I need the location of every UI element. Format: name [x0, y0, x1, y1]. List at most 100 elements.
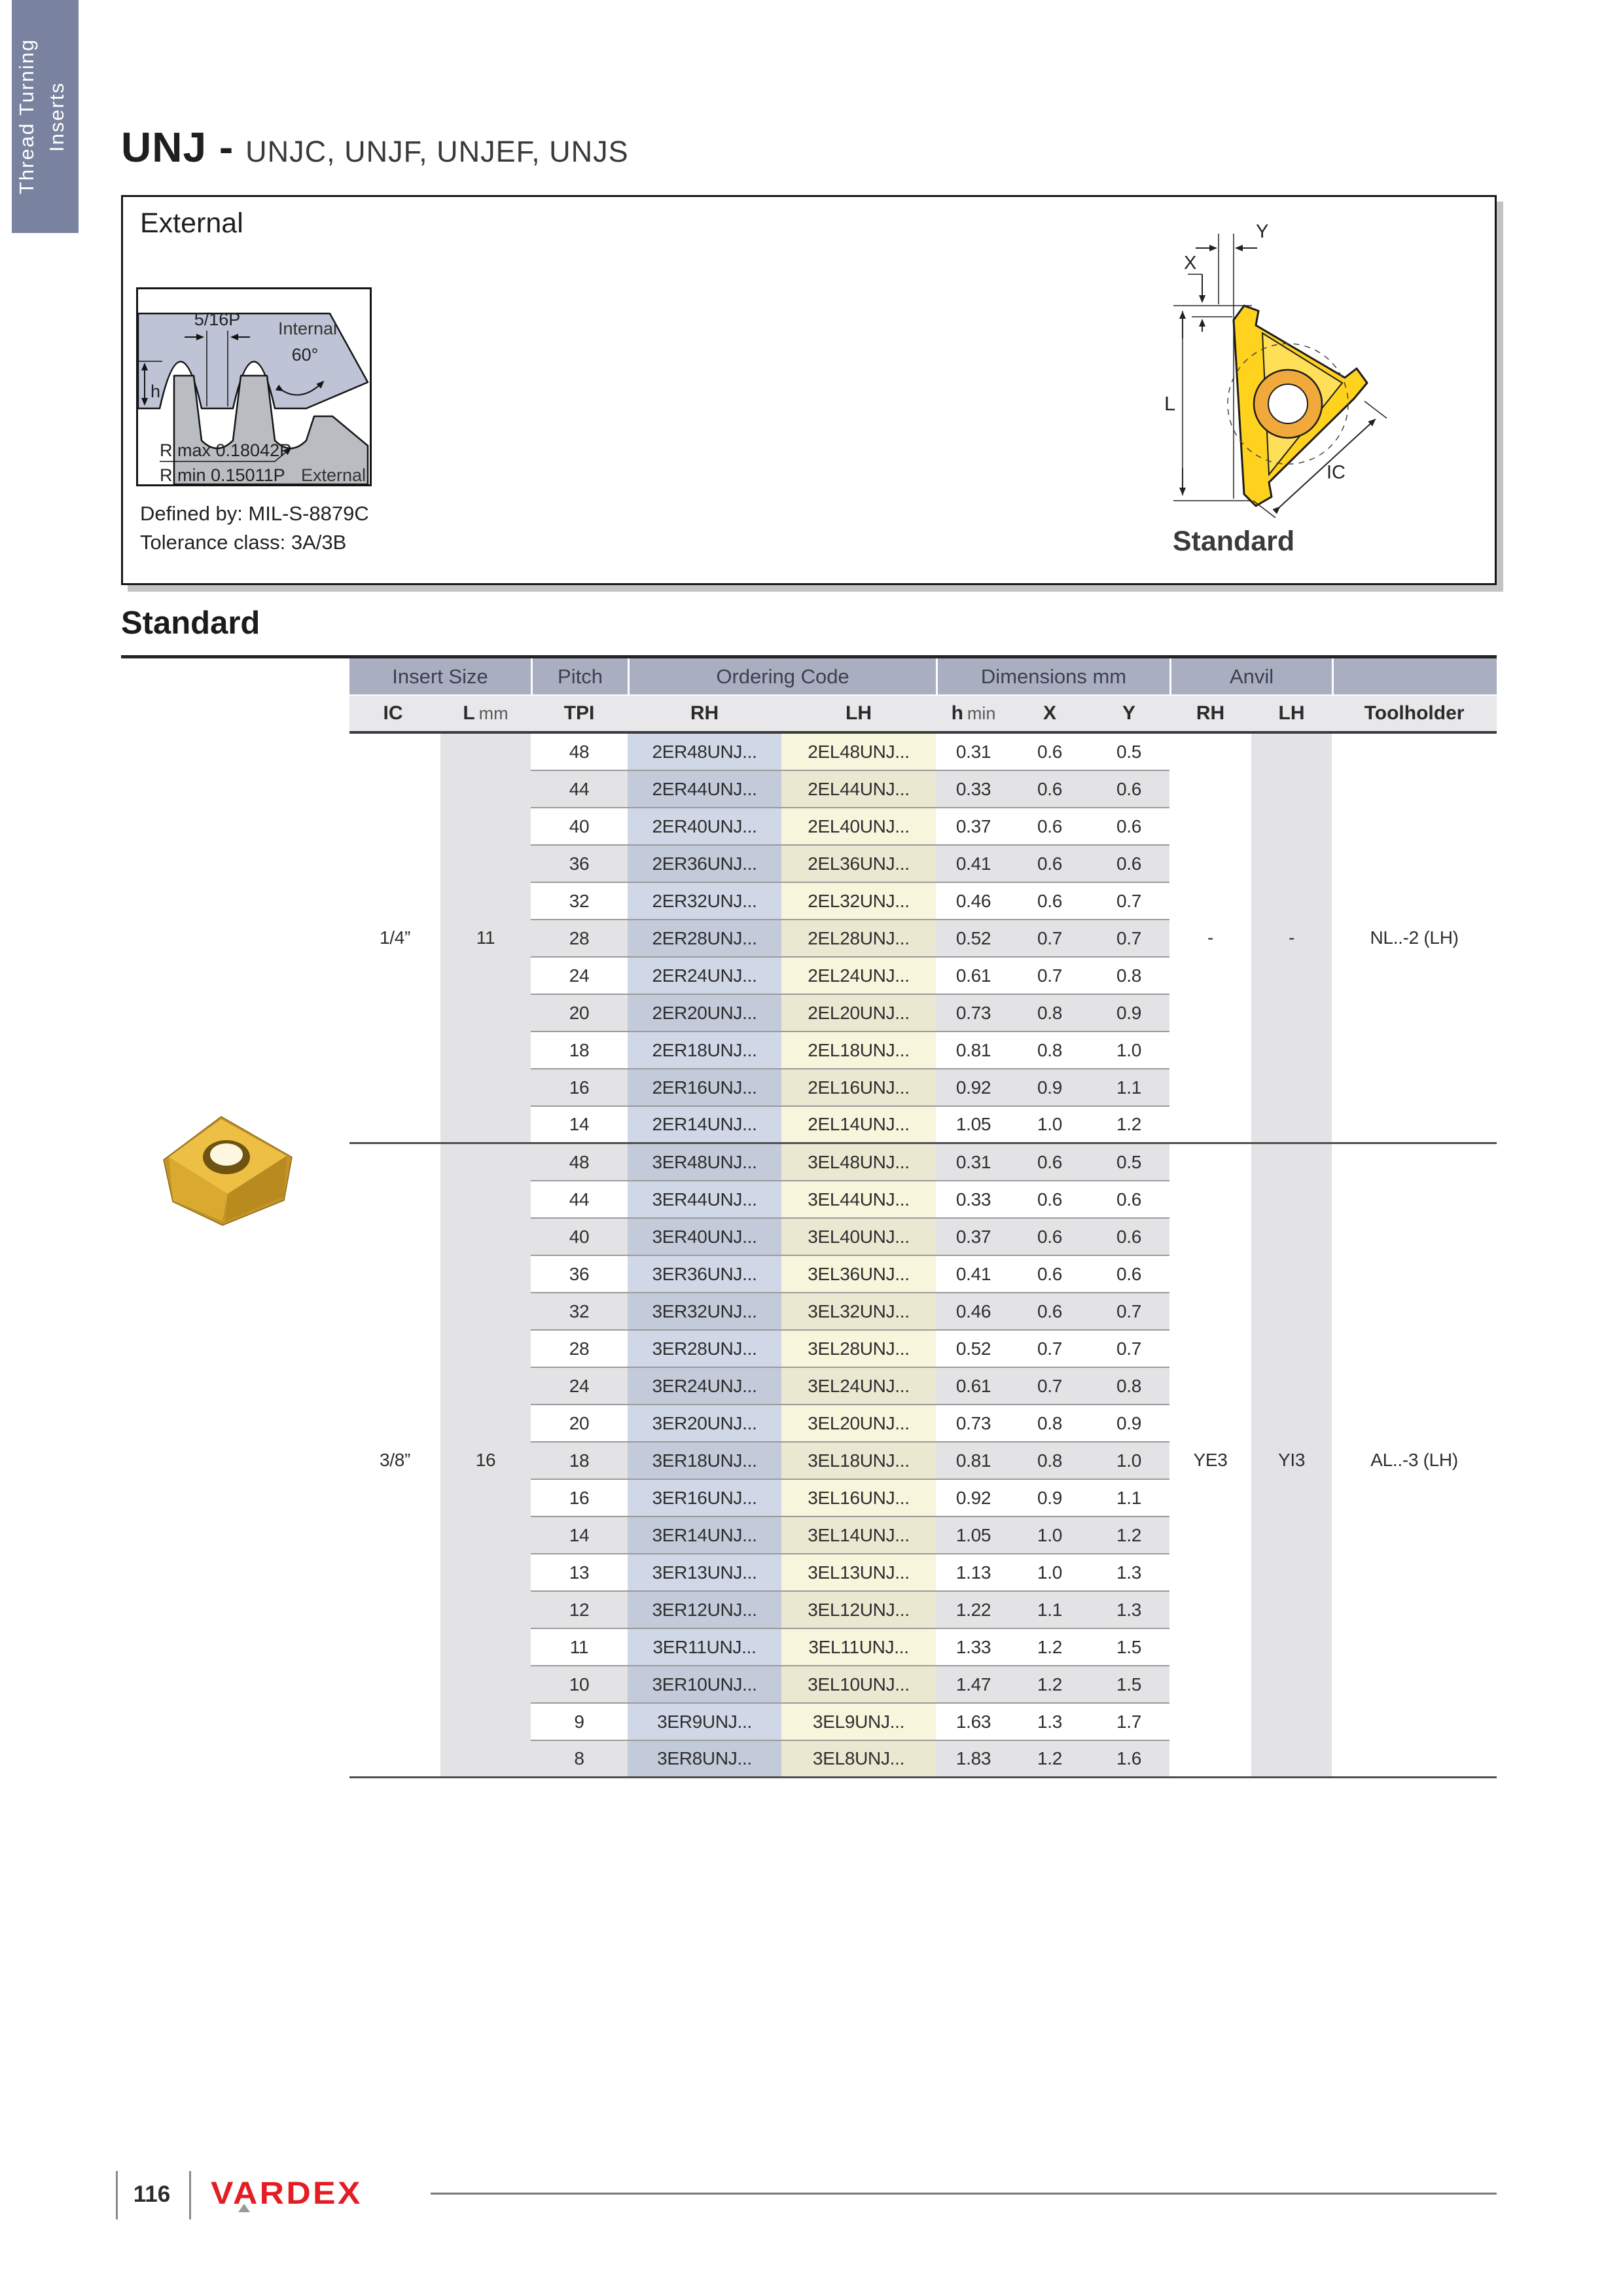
r-max-label: R max 0.18042P: [160, 440, 291, 460]
external-profile-label: External: [301, 465, 366, 485]
table-row: 44 3ER44UNJ... 3EL44UNJ... 0.33 0.6 0.6: [349, 1181, 1497, 1219]
tpi-cell: 16: [531, 1480, 628, 1517]
h-min-cell: 0.92: [936, 1480, 1012, 1517]
lh-code-cell: 3EL13UNJ...: [781, 1554, 936, 1592]
table-row: 44 2ER44UNJ... 2EL44UNJ... 0.33 0.6 0.6: [349, 771, 1497, 808]
r-min-label: R min 0.15011P: [160, 465, 285, 485]
sidebar-tab-text: Thread Turning Inserts: [12, 0, 79, 233]
table-row: 16 2ER16UNJ... 2EL16UNJ... 0.92 0.9 1.1: [349, 1069, 1497, 1107]
table-row: 12 3ER12UNJ... 3EL12UNJ... 1.22 1.1 1.3: [349, 1592, 1497, 1629]
lh-code-cell: 2EL36UNJ...: [781, 846, 936, 883]
lh-code-cell: 3EL18UNJ...: [781, 1443, 936, 1480]
x-cell: 0.8: [1011, 1032, 1089, 1069]
y-cell: 1.6: [1088, 1741, 1170, 1778]
tpi-cell: 40: [531, 808, 628, 846]
x-cell: 0.6: [1011, 1256, 1089, 1293]
h-min-cell: 0.52: [936, 1331, 1012, 1368]
rh-code-cell: 3ER18UNJ...: [628, 1443, 782, 1480]
h-min-cell: 0.73: [936, 995, 1012, 1032]
dim-y-label: Y: [1256, 221, 1268, 242]
table-row: 8 3ER8UNJ... 3EL8UNJ... 1.83 1.2 1.6: [349, 1741, 1497, 1778]
tpi-cell: 48: [531, 734, 628, 771]
table-row: 36 3ER36UNJ... 3EL36UNJ... 0.41 0.6 0.6: [349, 1256, 1497, 1293]
y-cell: 0.9: [1088, 995, 1170, 1032]
tolerance-class-text: Tolerance class: 3A/3B: [140, 531, 347, 554]
rh-code-cell: 3ER36UNJ...: [628, 1256, 782, 1293]
tpi-cell: 24: [531, 1368, 628, 1405]
y-cell: 0.7: [1088, 920, 1170, 958]
lh-code-cell: 3EL44UNJ...: [781, 1181, 936, 1219]
tpi-cell: 18: [531, 1032, 628, 1069]
h-min-cell: 1.83: [936, 1741, 1012, 1778]
tpi-cell: 10: [531, 1666, 628, 1704]
tpi-cell: 32: [531, 883, 628, 920]
lh-code-cell: 2EL28UNJ...: [781, 920, 936, 958]
x-cell: 1.0: [1011, 1517, 1089, 1554]
rh-code-cell: 2ER32UNJ...: [628, 883, 782, 920]
tpi-cell: 36: [531, 846, 628, 883]
tpi-cell: 36: [531, 1256, 628, 1293]
h-min-cell: 1.13: [936, 1554, 1012, 1592]
lh-code-cell: 2EL40UNJ...: [781, 808, 936, 846]
rh-code-cell: 2ER24UNJ...: [628, 958, 782, 995]
y-cell: 1.5: [1088, 1666, 1170, 1704]
y-cell: 0.7: [1088, 1293, 1170, 1331]
rh-code-cell: 3ER12UNJ...: [628, 1592, 782, 1629]
x-cell: 1.2: [1011, 1666, 1089, 1704]
footer-divider-left: [116, 2171, 118, 2219]
x-cell: 0.6: [1011, 808, 1089, 846]
group-header-row: Insert Size Pitch Ordering Code Dimensio…: [349, 658, 1497, 696]
x-cell: 0.7: [1011, 920, 1089, 958]
table-row: 32 2ER32UNJ... 2EL32UNJ... 0.46 0.6 0.7: [349, 883, 1497, 920]
table-row: 13 3ER13UNJ... 3EL13UNJ... 1.13 1.0 1.3: [349, 1554, 1497, 1592]
anvil-rh-cell: -: [1169, 734, 1252, 1144]
h-min-cell: 0.52: [936, 920, 1012, 958]
l-mm-cell: 11: [440, 734, 531, 1144]
x-cell: 0.6: [1011, 1181, 1089, 1219]
l-mm-cell: 16: [440, 1144, 531, 1778]
y-cell: 1.2: [1088, 1517, 1170, 1554]
rh-code-cell: 3ER24UNJ...: [628, 1368, 782, 1405]
lh-code-cell: 3EL8UNJ...: [781, 1741, 936, 1778]
y-cell: 0.5: [1088, 734, 1170, 771]
defined-by-text: Defined by: MIL-S-8879C: [140, 502, 369, 525]
table-row: 14 2ER14UNJ... 2EL14UNJ... 1.05 1.0 1.2: [349, 1107, 1497, 1144]
band-ordering-code: Ordering Code: [628, 658, 936, 696]
x-cell: 0.7: [1011, 1368, 1089, 1405]
x-cell: 0.7: [1011, 1331, 1089, 1368]
rh-code-cell: 3ER16UNJ...: [628, 1480, 782, 1517]
lh-code-cell: 3EL10UNJ...: [781, 1666, 936, 1704]
ic-cell: 3/8”: [349, 1144, 440, 1778]
y-cell: 1.2: [1088, 1107, 1170, 1144]
h-min-cell: 0.33: [936, 771, 1012, 808]
table-row: 16 3ER16UNJ... 3EL16UNJ... 0.92 0.9 1.1: [349, 1480, 1497, 1517]
h-min-cell: 1.05: [936, 1517, 1012, 1554]
y-cell: 1.5: [1088, 1629, 1170, 1666]
sidebar-tab: Thread Turning Inserts: [12, 0, 79, 233]
x-cell: 0.6: [1011, 771, 1089, 808]
rh-code-cell: 3ER11UNJ...: [628, 1629, 782, 1666]
insert-photo: [163, 1116, 293, 1226]
h-min-cell: 0.31: [936, 1144, 1012, 1181]
rh-code-cell: 3ER44UNJ...: [628, 1181, 782, 1219]
y-cell: 0.6: [1088, 1181, 1170, 1219]
ic-cell: 1/4”: [349, 734, 440, 1144]
lh-code-cell: 2EL16UNJ...: [781, 1069, 936, 1107]
y-cell: 0.6: [1088, 808, 1170, 846]
tpi-cell: 16: [531, 1069, 628, 1107]
y-cell: 1.0: [1088, 1032, 1170, 1069]
toolholder-cell: NL..-2 (LH): [1332, 734, 1497, 1144]
y-cell: 0.8: [1088, 1368, 1170, 1405]
rh-code-cell: 2ER18UNJ...: [628, 1032, 782, 1069]
dim-ic-label: IC: [1327, 462, 1346, 483]
table-body: 1/4” 11 48 2ER48UNJ... 2EL48UNJ... 0.31 0.6 0.5…: [349, 734, 1497, 1778]
anvil-lh-cell: -: [1251, 734, 1332, 1144]
x-cell: 0.9: [1011, 1480, 1089, 1517]
band-insert-size: Insert Size: [349, 658, 531, 696]
table-row: 18 2ER18UNJ... 2EL18UNJ... 0.81 0.8 1.0: [349, 1032, 1497, 1069]
y-cell: 0.8: [1088, 958, 1170, 995]
pitch-label: 5/16P: [194, 310, 241, 329]
lh-code-cell: 3EL12UNJ...: [781, 1592, 936, 1629]
h-min-cell: 1.63: [936, 1704, 1012, 1741]
